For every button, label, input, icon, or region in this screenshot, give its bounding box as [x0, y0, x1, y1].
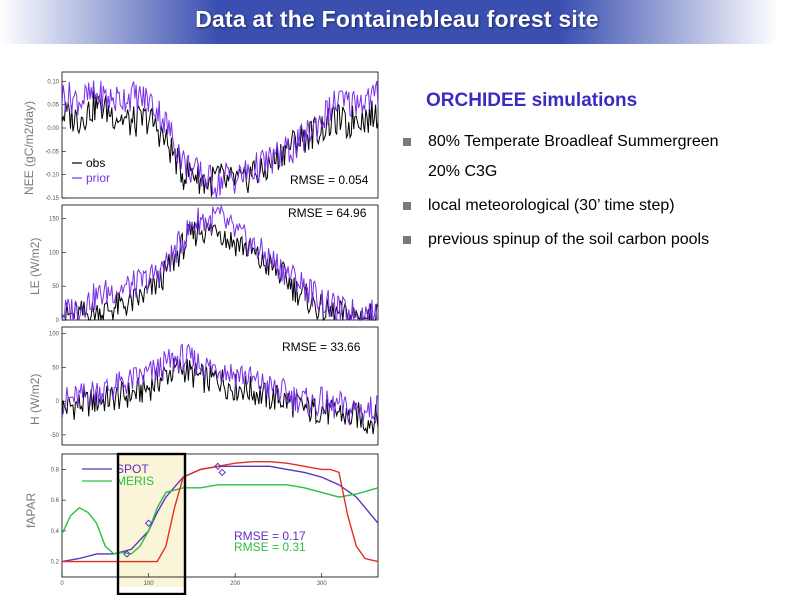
le-series-prior — [61, 205, 378, 322]
y-tick-label: 0.05 — [47, 103, 59, 109]
le-panel: 150 100 50 0 RMSE = 64.96 — [49, 204, 379, 324]
x-tick-label: 300 — [317, 581, 328, 587]
fapar-obs-point — [214, 462, 222, 471]
fapar-series-model — [62, 461, 379, 563]
y-tick-label: 50 — [52, 365, 59, 371]
fapar-frame — [61, 453, 379, 578]
y-tick-label: 100 — [49, 250, 60, 256]
legend-spot: SPOT — [116, 462, 149, 476]
bullet-vegetation-1: 80% Temperate Broadleaf Summergreen — [403, 133, 793, 155]
bullet-text: previous spinup of the soil carbon pools — [428, 231, 710, 248]
bullet-meteorology: local meteorological (30’ time step) — [403, 197, 793, 219]
y-tick-label: 0.00 — [47, 126, 59, 132]
nee-series-obs — [61, 90, 379, 197]
legend-prior: prior — [86, 171, 110, 185]
le-rmse: RMSE = 64.96 — [288, 206, 367, 220]
fapar-obs-point — [123, 550, 131, 558]
bullet-text: local meteorological (30’ time step) — [428, 197, 675, 214]
fapar-obs-point — [218, 468, 226, 477]
fapar-lines — [61, 461, 379, 563]
h-lines — [61, 343, 379, 435]
highlight-border — [116, 452, 187, 595]
y-tick-label: -0.15 — [45, 196, 59, 202]
y-tick-label: 0.10 — [47, 79, 59, 85]
h-frame — [61, 326, 379, 446]
le-ticks: 150 100 50 0 — [49, 217, 66, 324]
le-lines — [61, 205, 379, 322]
nee-rmse: RMSE = 0.054 — [290, 173, 369, 187]
y-tick-label: 50 — [52, 284, 59, 290]
h-panel: 100 50 0 -50 RMSE = 33.66 — [49, 326, 379, 446]
y-tick-label: 0.6 — [51, 498, 60, 504]
y-tick-label: 0.8 — [51, 467, 60, 473]
bullet-text: 20% C3G — [428, 163, 498, 180]
h-rmse: RMSE = 33.66 — [282, 340, 361, 354]
x-tick-label: 200 — [230, 581, 241, 587]
nee-panel: 0.10 0.05 0.00 -0.05 -0.10 -0.15 obs prior RM… — [45, 71, 379, 202]
y-tick-label: -0.10 — [45, 173, 59, 179]
y-tick-label: 0 — [56, 318, 60, 324]
bullet-vegetation-2: 20% C3G — [403, 163, 793, 185]
bullet-text: 80% Temperate Broadleaf Summergreen — [428, 133, 719, 150]
h-ticks: 100 50 0 -50 — [49, 332, 66, 439]
bullet-spinup: previous spinup of the soil carbon pools — [403, 231, 793, 253]
bullet-square-icon — [403, 138, 411, 146]
x-tick-label: 100 — [144, 581, 155, 587]
fapar-series-meris — [61, 484, 379, 555]
nee-lines — [61, 80, 379, 199]
y-tick-label: 0 — [56, 399, 60, 405]
highlight-region — [118, 454, 185, 587]
fapar-panel: 0.8 0.6 0.4 0.2 0 100 200 300 SPOT MERIS RMSE =… — [51, 453, 379, 587]
fapar-obs-point — [144, 519, 153, 527]
title-bar — [0, 0, 778, 44]
nee-series-prior — [61, 80, 379, 199]
y-tick-label: 0.2 — [51, 560, 60, 566]
legend-obs: obs — [86, 156, 105, 170]
bullet-square-icon — [403, 202, 411, 210]
y-tick-label: 100 — [49, 332, 60, 338]
y-tick-label: -0.05 — [45, 149, 59, 155]
nee-frame — [61, 71, 379, 199]
fapar-rmse-spot: RMSE = 0.17 — [234, 529, 306, 543]
fapar-rmse-meris: RMSE = 0.31 — [234, 540, 306, 554]
le-frame — [61, 204, 379, 321]
y-tick-label: 150 — [49, 217, 60, 223]
bullet-square-icon — [403, 236, 411, 244]
simulations-heading: ORCHIDEE simulations — [426, 90, 638, 111]
legend-meris: MERIS — [116, 474, 154, 488]
h-series-prior — [61, 343, 379, 424]
simulation-bullets: 80% Temperate Broadleaf Summergreen 20% … — [403, 133, 793, 253]
y-tick-label: 0.4 — [51, 529, 60, 535]
le-series-obs — [62, 220, 379, 322]
page-title: Data at the Fontainebleau forest site — [195, 6, 599, 32]
y-tick-label: -50 — [50, 433, 59, 439]
x-tick-label: 0 — [60, 581, 64, 587]
h-series-obs — [61, 358, 379, 435]
fapar-ticks: 0.8 0.6 0.4 0.2 0 100 200 300 — [51, 467, 328, 587]
